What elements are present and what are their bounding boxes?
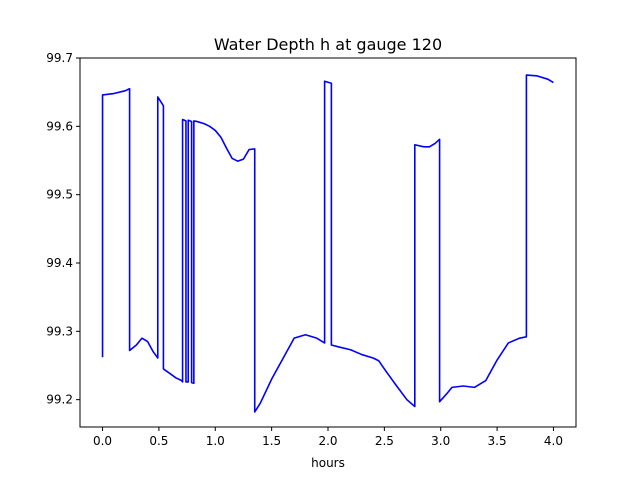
y-tick-label: 99.4 bbox=[46, 256, 73, 270]
y-tick-label: 99.6 bbox=[46, 119, 73, 133]
x-axis: 0.0 0.5 1.0 1.5 2.0 2.5 3.0 3.5 4.0 bbox=[93, 427, 563, 448]
x-tick-label: 2.0 bbox=[318, 434, 337, 448]
series-line bbox=[101, 74, 554, 413]
x-tick-label: 0.0 bbox=[93, 434, 112, 448]
x-axis-label: hours bbox=[311, 456, 345, 470]
plot-area-frame bbox=[79, 57, 577, 428]
y-tick-label: 99.3 bbox=[46, 324, 73, 338]
y-tick-label: 99.5 bbox=[46, 188, 73, 202]
x-tick-label: 0.5 bbox=[149, 434, 168, 448]
chart-title: Water Depth h at gauge 120 bbox=[214, 35, 442, 54]
x-tick-label: 4.0 bbox=[544, 434, 563, 448]
x-tick-label: 3.5 bbox=[488, 434, 507, 448]
y-tick-label: 99.2 bbox=[46, 393, 73, 407]
y-axis: 99.2 99.3 99.4 99.5 99.6 99.7 bbox=[46, 51, 80, 407]
x-tick-label: 3.0 bbox=[431, 434, 450, 448]
x-tick-label: 1.0 bbox=[206, 434, 225, 448]
x-tick-label: 1.5 bbox=[262, 434, 281, 448]
x-tick-label: 2.5 bbox=[375, 434, 394, 448]
series-layer bbox=[101, 74, 554, 413]
y-tick-label: 99.7 bbox=[46, 51, 73, 65]
